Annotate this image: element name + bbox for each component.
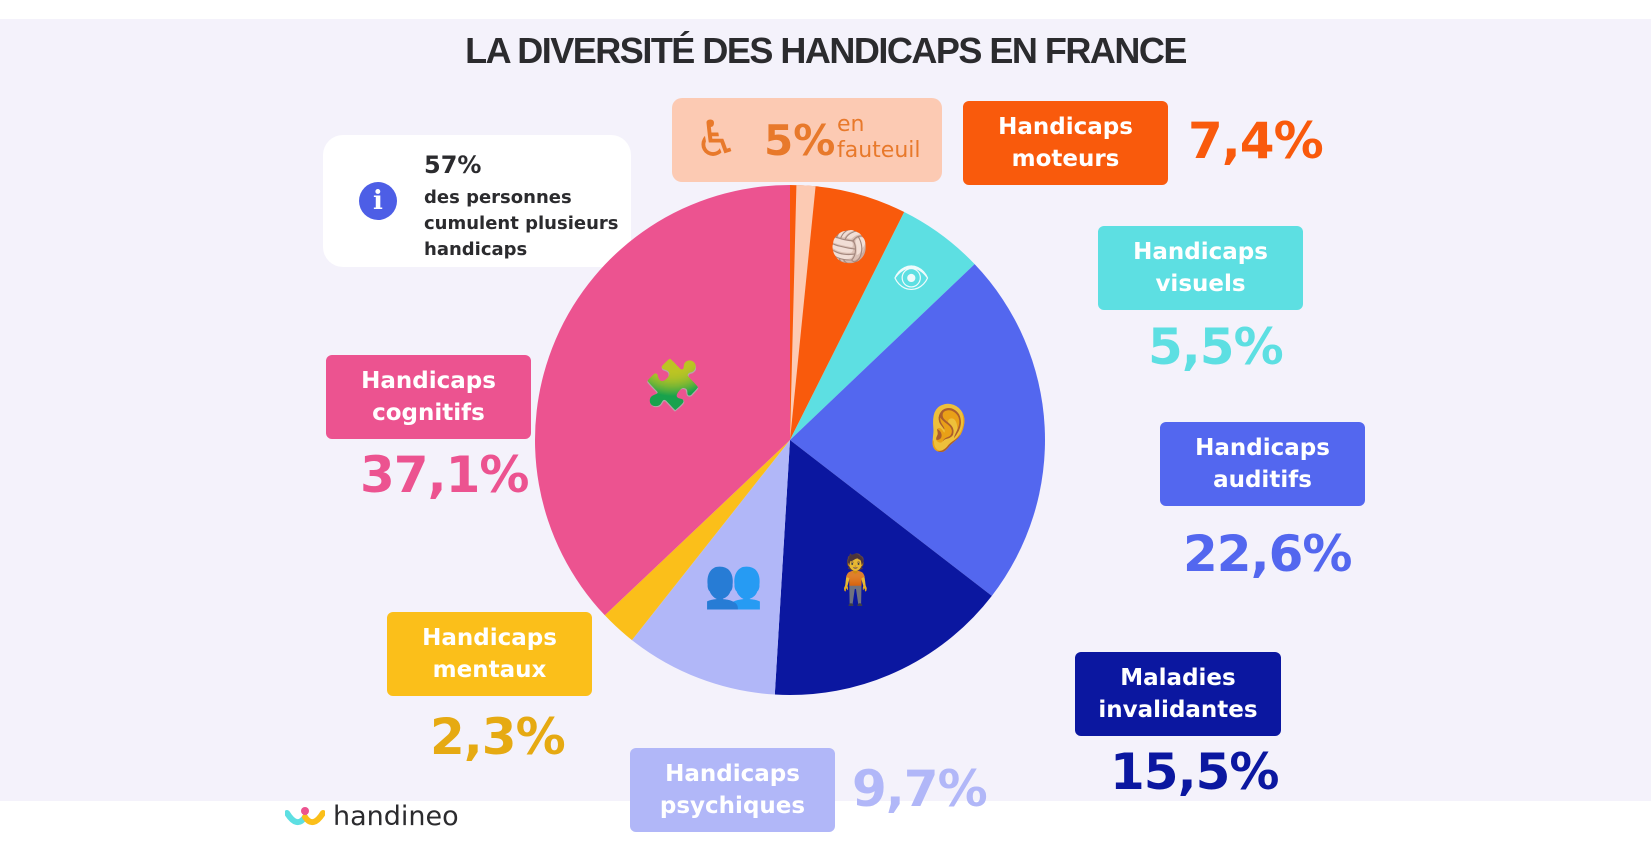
label-text: moteurs	[1011, 146, 1120, 172]
label-text: psychiques	[659, 793, 806, 819]
label-text: Handicaps	[422, 625, 557, 651]
value-cognitifs: 37,1%	[360, 446, 529, 504]
heads-icon: 👥	[704, 556, 764, 612]
label-maladies: Maladies invalidantes	[1075, 652, 1281, 736]
pie-slice-mentaux	[604, 440, 790, 641]
value-visuels: 5,5%	[1148, 318, 1284, 376]
handineo-logo-icon	[285, 806, 325, 825]
value-moteurs: 7,4%	[1188, 112, 1324, 170]
pie-slice-moteurs	[790, 185, 905, 440]
fauteuil-label-2: fauteuil	[837, 138, 921, 163]
info-text: des personnes cumulent plusieurs handica…	[424, 187, 619, 260]
value-maladies: 15,5%	[1110, 743, 1279, 801]
fauteuil-value: 5%	[764, 116, 836, 165]
back-pain-icon: 🧍	[826, 552, 886, 608]
label-visuels: Handicaps visuels	[1098, 226, 1303, 310]
label-text: visuels	[1155, 271, 1246, 297]
label-text: Maladies	[1120, 665, 1236, 691]
label-moteurs: Handicaps moteurs	[963, 101, 1168, 185]
label-text: auditifs	[1213, 467, 1312, 493]
pie-slice-fauteuil	[790, 185, 816, 440]
label-cognitifs: Handicaps cognitifs	[326, 355, 531, 439]
label-psychiques: Handicaps psychiques	[630, 748, 835, 832]
value-mentaux: 2,3%	[430, 708, 566, 766]
label-auditifs: Handicaps auditifs	[1160, 422, 1365, 506]
fauteuil-label: en fauteuil	[837, 112, 921, 164]
volleyball-player-icon: 🏐	[831, 229, 868, 265]
label-text: Handicaps	[1133, 239, 1268, 265]
label-mentaux: Handicaps mentaux	[387, 612, 592, 696]
info-value: 57%	[424, 151, 482, 179]
pie-slice-visuels	[790, 212, 975, 440]
label-text: Handicaps	[665, 761, 800, 787]
value-auditifs: 22,6%	[1183, 525, 1352, 583]
puzzle-head-icon: 🧩	[643, 358, 703, 414]
info-card: i 57% des personnes cumulent plusieurs h…	[323, 135, 631, 267]
fauteuil-label-1: en	[837, 112, 865, 137]
label-text: mentaux	[432, 657, 547, 683]
wheelchair-icon: ♿	[694, 110, 739, 168]
pie-slice-invalidantes	[774, 440, 992, 695]
fauteuil-badge: ♿ 5% en fauteuil	[672, 98, 942, 182]
pie-slice-auditifs	[790, 264, 1046, 596]
label-text: invalidantes	[1098, 697, 1258, 723]
pie-slice-psychiques	[631, 440, 790, 695]
chart-title: LA DIVERSITÉ DES HANDICAPS EN FRANCE	[465, 30, 1187, 71]
label-text: Handicaps	[361, 368, 496, 394]
ear-icon: 👂	[918, 400, 978, 456]
label-text: Handicaps	[998, 114, 1133, 140]
eye-slash-icon: 👁	[892, 261, 930, 296]
label-text: Handicaps	[1195, 435, 1330, 461]
pie-slice-cognitifs	[534, 184, 790, 616]
info-icon: i	[359, 182, 397, 220]
handineo-logo: handineo	[285, 801, 459, 832]
value-psychiques: 9,7%	[852, 760, 988, 818]
label-text: cognitifs	[372, 400, 485, 426]
logo-name: handineo	[333, 801, 459, 832]
